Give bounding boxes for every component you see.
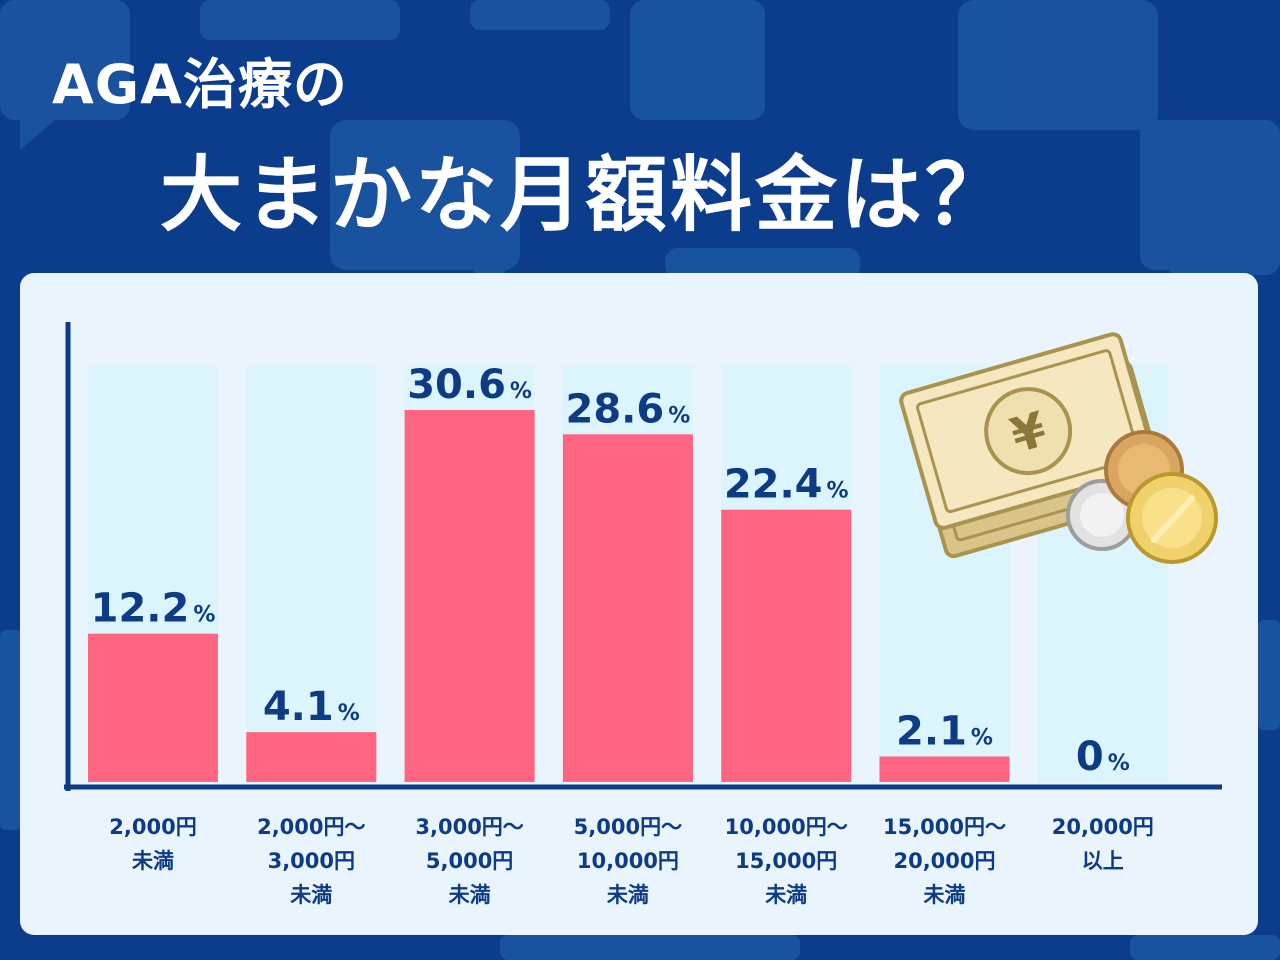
bar <box>721 509 852 782</box>
title-line-2: 大まかな月額料金は？ <box>160 148 1011 243</box>
bar <box>88 633 218 782</box>
column-track <box>246 365 377 782</box>
data-label: 0% <box>1076 734 1130 780</box>
bar <box>404 409 535 782</box>
tick-label: 2,000円～ 3,000円未満 <box>257 815 365 907</box>
data-label: 12.2% <box>91 586 216 632</box>
title-line-1: AGA治療の <box>52 53 348 116</box>
tick-label: 3,000円～ 5,000円未満 <box>415 815 523 907</box>
data-label: 4.1% <box>263 684 360 730</box>
bar <box>562 434 693 782</box>
tick-label: 10,000円～ 15,000円未満 <box>725 815 848 907</box>
data-label: 30.6% <box>407 362 532 408</box>
yen-banknotes-and-coins-icon: ¥ <box>899 332 1218 564</box>
bar <box>246 732 377 782</box>
data-label: 28.6% <box>566 386 691 432</box>
tick-label: 15,000円～ 20,000円未満 <box>883 815 1006 907</box>
tick-label: 20,000円以上 <box>1052 815 1154 873</box>
data-label: 2.1% <box>896 708 993 754</box>
tick-label: 5,000円～ 10,000円未満 <box>574 815 682 907</box>
data-label: 22.4% <box>724 462 849 508</box>
tick-label: 2,000円未満 <box>109 815 196 873</box>
bar <box>879 756 1010 782</box>
